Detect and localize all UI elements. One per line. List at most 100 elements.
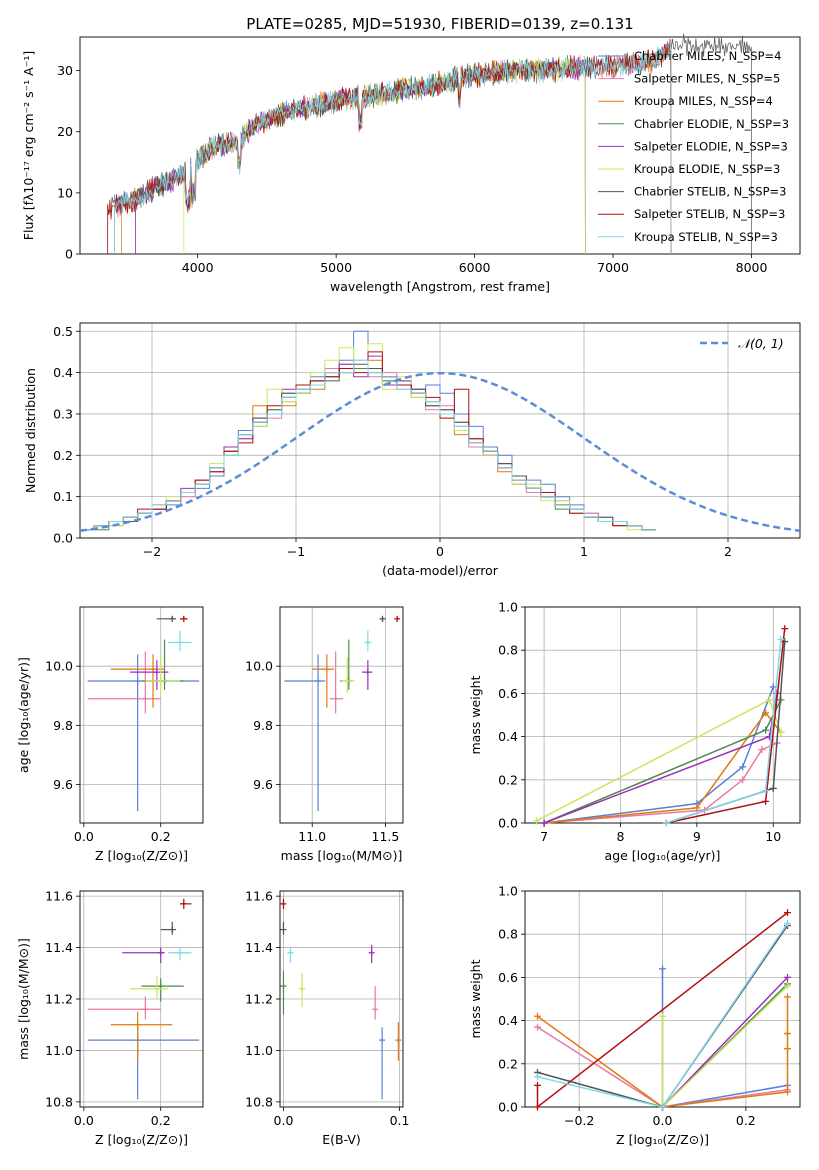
- point-marker-kroupa-stelib: [176, 949, 183, 956]
- point-marker-kroupa-stelib: [287, 949, 294, 956]
- y-axis-label: age [log₁₀(age/yr)]: [16, 657, 31, 773]
- weight-marker-salpeter-stelib: [781, 625, 789, 633]
- x-tick-label: −1: [287, 544, 305, 559]
- legend-label: Kroupa ELODIE, N_SSP=3: [634, 162, 780, 176]
- x-tick-label: 7000: [597, 260, 629, 275]
- x-axis-label: (data-model)/error: [382, 563, 499, 578]
- x-tick-label: 11.0: [298, 829, 326, 844]
- x-tick-label: 11.5: [372, 829, 400, 844]
- y-axis-label: mass [log₁₀(M/M⊙)]: [16, 938, 31, 1060]
- point-marker-kroupa-stelib: [176, 639, 183, 646]
- y-tick-label: 11.4: [45, 940, 73, 955]
- x-tick-label: 0: [436, 544, 444, 559]
- point-marker-salpeter-elodie: [368, 949, 375, 956]
- point-marker-kroupa-miles: [323, 666, 330, 673]
- legend-label: Salpeter ELODIE, N_SSP=3: [634, 139, 788, 153]
- x-axis-label: mass [log₁₀(M/M⊙)]: [281, 848, 403, 863]
- x-tick-label: 0.0: [74, 829, 94, 844]
- weight-line-kroupa-miles: [544, 711, 782, 824]
- weight-marker-kroupa-miles: [784, 1030, 791, 1038]
- point-marker-salpeter-stelib: [180, 615, 187, 622]
- point-marker-chabrier-stelib: [379, 615, 386, 622]
- y-tick-label: 20: [57, 124, 73, 139]
- x-axis-label: Z [log₁₀(Z/Z⊙)]: [616, 1132, 709, 1147]
- point-marker-salpeter-miles: [142, 1006, 149, 1013]
- legend-label: Kroupa MILES, N_SSP=4: [634, 94, 773, 108]
- spectrum-line-kroupa-stelib: [114, 40, 672, 255]
- spectrum-panel: 4000 5000 6000 7000 8000 0 10 20 30 wavelength [A…: [21, 33, 801, 294]
- axes-frame: [79, 606, 204, 824]
- y-tick-label: 0.2: [53, 448, 73, 463]
- point-marker-chabrier-miles: [134, 677, 141, 684]
- mass-vs-metallicity-panel: 0.0 0.2 10.8 11.0 11.2 11.4 11.6 Z [log₁₀(Z/Z⊙)…: [16, 889, 204, 1147]
- weight-line-chabrier-miles: [661, 968, 788, 1108]
- x-tick-label: 9: [693, 829, 701, 844]
- axes-frame: [279, 890, 404, 1108]
- x-tick-label: 6000: [459, 260, 491, 275]
- spectrum-legend: Chabrier MILES, N_SSP=4 Salpeter MILES, N…: [598, 49, 789, 244]
- x-tick-label: −2: [143, 544, 161, 559]
- y-tick-label: 10.0: [245, 659, 273, 674]
- axes-frame: [79, 322, 801, 539]
- point-marker-salpeter-miles: [142, 695, 149, 702]
- y-tick-label: 11.0: [45, 1043, 73, 1058]
- histogram-kroupa-stelib: [80, 359, 656, 531]
- age-vs-metallicity-panel: 0.0 0.2 9.6 9.8 10.0 Z [log₁₀(Z/Z⊙)] age [log₁…: [16, 606, 204, 863]
- point-marker-salpeter-elodie: [364, 669, 371, 676]
- weight-marker-salpeter-stelib: [534, 1081, 541, 1089]
- y-axis-label: Normed distribution: [23, 368, 38, 493]
- x-tick-label: 0.0: [74, 1113, 94, 1128]
- point-marker-chabrier-stelib: [169, 615, 176, 622]
- point-marker-kroupa-stelib: [364, 639, 371, 646]
- point-marker-salpeter-miles: [332, 695, 339, 702]
- y-tick-label: 11.0: [245, 1043, 273, 1058]
- x-tick-label: 0.0: [274, 1113, 294, 1128]
- x-axis-label: age [log₁₀(age/yr)]: [605, 848, 721, 863]
- y-tick-label: 0.0: [498, 816, 518, 831]
- x-axis-label: wavelength [Angstrom, rest frame]: [330, 279, 550, 294]
- x-axis-label: E(B-V): [322, 1132, 361, 1147]
- x-axis-label: Z [log₁₀(Z/Z⊙)]: [95, 1132, 188, 1147]
- x-tick-label: 0.2: [736, 1113, 756, 1128]
- legend-label: Salpeter MILES, N_SSP=5: [634, 72, 780, 86]
- y-tick-label: 10.8: [245, 1094, 273, 1109]
- y-axis-label: mass weight: [468, 959, 483, 1038]
- mass-weight-vs-metallicity-panel: −0.2 0.0 0.2 0.0 0.2 0.4 0.6 0.8 1.0 Z [log₁₀(Z/Z…: [468, 884, 801, 1147]
- weight-marker-kroupa-stelib: [662, 819, 670, 827]
- weight-marker-kroupa-miles: [784, 1088, 791, 1096]
- weight-marker-kroupa-elodie: [532, 817, 540, 825]
- y-tick-label: 0.8: [498, 927, 518, 942]
- weight-marker-chabrier-elodie: [762, 726, 770, 734]
- legend-label: Chabrier STELIB, N_SSP=3: [634, 185, 786, 199]
- x-tick-label: 7: [540, 829, 548, 844]
- axes-frame: [79, 890, 204, 1108]
- y-tick-label: 0.0: [498, 1100, 518, 1115]
- point-marker-salpeter-elodie: [157, 949, 164, 956]
- weight-marker-kroupa-miles: [693, 804, 701, 812]
- weight-marker-kroupa-elodie: [659, 1012, 666, 1020]
- point-marker-kroupa-miles: [395, 1037, 402, 1044]
- mass-vs-reddening-panel: 0.0 0.1 10.8 11.0 11.2 11.4 11.6 E(B-V): [245, 889, 409, 1147]
- axes-frame: [79, 36, 801, 255]
- weight-marker-salpeter-miles: [758, 746, 766, 754]
- weight-marker-kroupa-miles: [784, 993, 791, 1001]
- y-tick-label: 1.0: [498, 884, 518, 899]
- x-tick-label: 10: [765, 829, 781, 844]
- x-tick-label: 0.2: [151, 1113, 171, 1128]
- weight-line-kroupa-elodie: [536, 698, 782, 822]
- weight-marker-kroupa-stelib: [534, 1073, 541, 1081]
- y-tick-label: 9.6: [53, 777, 73, 792]
- y-tick-label: 0.6: [498, 970, 518, 985]
- x-tick-label: −0.2: [564, 1113, 594, 1128]
- y-tick-label: 11.2: [245, 992, 273, 1007]
- point-marker-salpeter-elodie: [153, 669, 160, 676]
- y-tick-label: 11.6: [45, 889, 73, 904]
- weight-marker-kroupa-miles: [784, 1045, 791, 1053]
- point-marker-kroupa-elodie: [157, 677, 164, 684]
- x-tick-label: 8000: [736, 260, 768, 275]
- legend-label: 𝒩(0, 1): [738, 336, 784, 351]
- axes-frame: [279, 606, 404, 824]
- point-marker-chabrier-elodie: [280, 983, 287, 990]
- point-marker-chabrier-stelib: [169, 926, 176, 933]
